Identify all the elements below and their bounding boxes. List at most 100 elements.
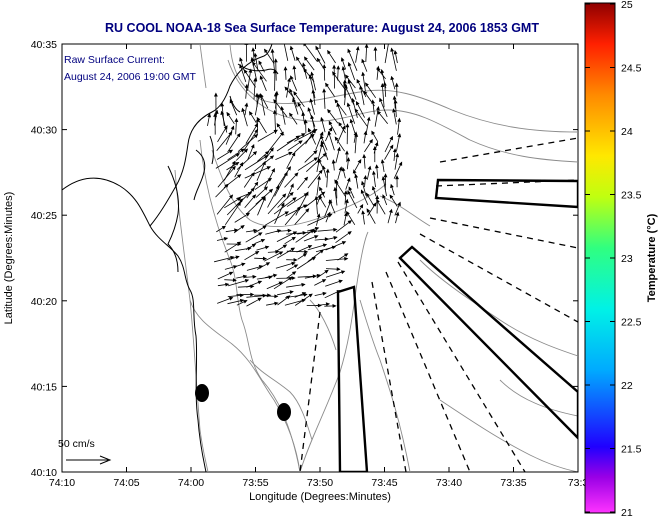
current-vector-head <box>346 210 350 216</box>
current-vector-head <box>220 110 225 116</box>
current-vector-head <box>348 186 353 191</box>
current-vector-head <box>324 269 329 274</box>
current-vector-head <box>252 61 256 66</box>
current-vector <box>221 111 228 133</box>
current-vector-head <box>398 161 403 166</box>
current-vector-head <box>381 176 386 181</box>
current-vector <box>294 293 313 306</box>
current-vector-head <box>239 162 244 167</box>
current-vector-head <box>336 102 341 107</box>
current-vector-head <box>298 140 303 145</box>
current-vector-head <box>334 99 339 104</box>
current-vector <box>334 99 347 116</box>
current-vector-head <box>372 145 377 151</box>
current-vector-head <box>291 151 296 157</box>
colorbar-tick-label: 22.5 <box>621 317 642 329</box>
current-vector-head <box>251 194 257 199</box>
current-vector-head <box>296 206 301 211</box>
current-vector-head <box>336 65 341 70</box>
current-vector-head <box>258 232 263 237</box>
current-vector-head <box>310 114 315 120</box>
current-vector-head <box>241 107 246 113</box>
current-vector-head <box>240 148 245 153</box>
current-vector <box>276 166 291 189</box>
current-vector-head <box>282 193 287 198</box>
current-vector-head <box>392 148 397 153</box>
current-vector-head <box>253 134 259 139</box>
current-vector-head <box>264 155 269 159</box>
current-vector-head <box>250 187 255 192</box>
current-vector-head <box>334 136 339 141</box>
station-marker-1 <box>195 384 209 402</box>
current-vector-head <box>214 109 219 115</box>
current-vector-head <box>282 244 288 249</box>
current-vector <box>297 157 318 171</box>
current-vector-head <box>333 235 338 240</box>
current-vector <box>283 44 289 61</box>
current-vector <box>276 231 297 242</box>
current-vector-head <box>273 273 278 278</box>
current-vector-head <box>310 71 314 76</box>
colorbar-tick-label: 22 <box>621 380 633 392</box>
current-vector-head <box>273 58 278 63</box>
current-vector <box>226 198 243 216</box>
current-vector <box>267 185 280 208</box>
current-vector-head <box>254 251 260 255</box>
current-vector-head <box>270 48 275 53</box>
current-vector <box>214 256 234 263</box>
current-vector-head <box>256 93 261 98</box>
current-vector-head <box>251 243 257 248</box>
current-vector-head <box>319 131 324 136</box>
current-vector-head <box>231 165 236 171</box>
current-vector-head <box>321 279 327 283</box>
current-vector-head <box>331 159 336 164</box>
current-vector-head <box>382 81 387 86</box>
current-vector <box>247 196 265 214</box>
colorbar-tick-label: 24 <box>621 126 633 138</box>
current-vector-head <box>244 278 250 283</box>
current-vector-head <box>314 235 319 239</box>
current-vector-head <box>242 274 248 279</box>
x-axis-label: Longitude (Degrees:Minutes) <box>249 491 391 503</box>
current-vector-head <box>301 62 306 67</box>
current-vector-head <box>254 128 259 134</box>
current-vector-head <box>347 220 353 225</box>
current-vector-head <box>249 111 253 116</box>
current-vector-head <box>276 123 281 128</box>
current-vector <box>325 258 348 261</box>
current-vector-head <box>213 92 218 97</box>
current-vector-head <box>273 92 278 97</box>
current-vector-head <box>243 148 249 153</box>
current-vector-head <box>325 302 331 307</box>
current-vector-head <box>303 293 308 297</box>
current-vector <box>347 103 356 124</box>
current-vector-head <box>357 158 362 164</box>
current-vector <box>224 202 241 226</box>
current-vector-head <box>383 173 388 178</box>
current-vector-head <box>327 108 332 114</box>
current-vector <box>317 229 337 232</box>
current-vector-head <box>376 198 380 204</box>
current-vector-head <box>292 65 297 70</box>
scale-arrow <box>66 455 112 465</box>
current-vector-head <box>278 281 284 286</box>
current-vector <box>286 78 290 98</box>
current-vector <box>316 176 320 196</box>
current-vector-head <box>347 231 352 235</box>
current-vector-head <box>236 132 241 138</box>
current-vector-head <box>234 117 239 123</box>
current-vector-head <box>228 131 233 136</box>
current-vector-head <box>258 60 263 65</box>
current-vector <box>237 134 258 153</box>
current-vector <box>245 123 258 144</box>
annotation-line-1: Raw Surface Current: <box>64 54 165 66</box>
current-vector-head <box>291 236 296 241</box>
current-vector <box>254 94 260 116</box>
current-vector-head <box>346 177 351 182</box>
colorbar-label: Temperature (°C) <box>646 213 658 302</box>
current-vector <box>275 59 277 81</box>
current-vector-head <box>336 267 341 272</box>
current-vector-head <box>372 202 377 207</box>
current-vector <box>335 231 352 244</box>
current-vector-head <box>345 123 350 128</box>
